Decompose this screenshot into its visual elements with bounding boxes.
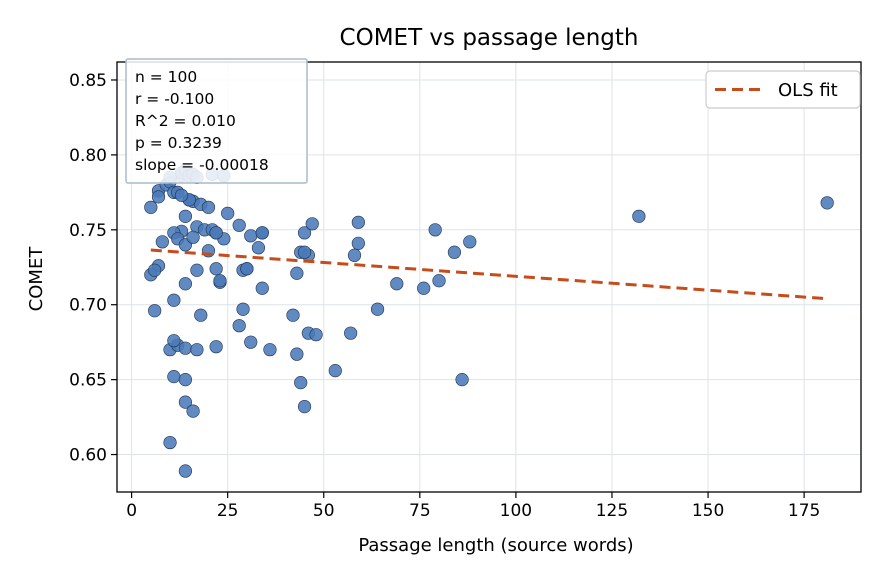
data-point <box>351 236 365 250</box>
plot-frame <box>116 61 862 493</box>
data-point <box>455 373 469 387</box>
x-tick-label: 100 <box>500 501 532 521</box>
data-point <box>221 206 235 220</box>
data-point <box>186 404 200 418</box>
data-point <box>290 266 304 280</box>
data-point <box>178 373 193 387</box>
x-tick-label: 25 <box>217 501 239 521</box>
data-point <box>428 223 442 237</box>
data-point <box>251 241 266 255</box>
grid-lines <box>117 62 861 492</box>
data-point <box>167 370 181 384</box>
data-point <box>178 277 193 291</box>
y-tick-label: 0.85 <box>69 71 107 91</box>
y-tick-label: 0.80 <box>69 146 107 166</box>
data-point <box>190 343 204 357</box>
x-axis-ticks: 0 25 50 75 100 125 150 175 <box>126 492 820 521</box>
ols-fit-line <box>150 248 828 301</box>
y-axis-ticks: 0.60 0.65 0.70 0.75 0.80 0.85 <box>69 71 117 466</box>
y-tick-label: 0.75 <box>69 221 107 241</box>
data-point <box>344 326 358 340</box>
data-point <box>286 308 300 322</box>
legend-fit-label: OLS fit <box>778 80 838 101</box>
y-axis-label: COMET <box>26 246 47 312</box>
data-point <box>178 464 193 478</box>
data-point <box>178 341 193 355</box>
data-point <box>255 226 269 240</box>
data-point <box>178 395 193 409</box>
data-point <box>174 188 189 202</box>
y-tick-label: 0.65 <box>69 371 107 391</box>
stat-n: n = 100 <box>135 68 197 86</box>
data-point <box>186 230 200 244</box>
data-point <box>244 229 258 243</box>
data-point <box>163 435 177 450</box>
x-axis-label: Passage length (source words) <box>358 535 633 556</box>
data-point <box>820 196 834 210</box>
data-point <box>213 274 227 288</box>
data-point <box>309 328 323 342</box>
data-point <box>297 245 312 259</box>
y-tick-label: 0.70 <box>69 296 107 316</box>
data-point <box>294 376 308 390</box>
stat-r2: R^2 = 0.010 <box>135 112 236 130</box>
data-point <box>328 364 342 378</box>
data-point <box>297 399 312 414</box>
stats-box: n = 100 r = -0.100 R^2 = 0.010 p = 0.323… <box>125 58 308 184</box>
data-point <box>255 281 269 295</box>
data-point <box>463 235 477 249</box>
x-tick-label: 0 <box>126 501 137 521</box>
data-point <box>148 263 162 277</box>
stat-p: p = 0.3239 <box>135 134 222 152</box>
data-point <box>244 335 258 349</box>
data-point <box>178 209 193 223</box>
data-point <box>151 190 166 204</box>
data-point <box>370 302 385 316</box>
legend: OLS fit <box>705 70 861 109</box>
data-point <box>390 277 404 291</box>
x-tick-label: 125 <box>596 501 628 521</box>
x-tick-label: 75 <box>409 501 431 521</box>
data-point <box>236 302 250 316</box>
data-point <box>148 304 162 318</box>
y-tick-label: 0.60 <box>69 446 107 466</box>
data-point <box>240 262 254 276</box>
stat-r: r = -0.100 <box>135 90 214 108</box>
stat-slope: slope = -0.00018 <box>135 156 269 174</box>
data-point <box>201 200 216 214</box>
data-point <box>209 262 223 276</box>
data-point <box>232 218 246 232</box>
data-point <box>209 226 223 240</box>
x-tick-label: 175 <box>788 501 820 521</box>
data-point <box>263 343 277 357</box>
data-point <box>347 248 362 262</box>
data-point <box>447 245 462 259</box>
data-point <box>194 308 208 322</box>
x-tick-label: 50 <box>313 501 335 521</box>
data-point <box>290 347 304 361</box>
chart-title: COMET vs passage length <box>340 25 639 51</box>
x-tick-label: 150 <box>692 501 724 521</box>
data-point <box>167 293 181 307</box>
data-point <box>190 263 204 277</box>
data-point <box>351 215 365 229</box>
data-point <box>232 319 246 333</box>
data-point <box>297 226 312 240</box>
data-point <box>144 200 158 214</box>
data-point <box>632 209 646 223</box>
data-point <box>305 217 319 231</box>
data-point <box>209 340 223 354</box>
data-point <box>417 281 431 295</box>
data-point <box>167 334 181 348</box>
data-point <box>155 235 169 249</box>
data-point <box>432 274 446 288</box>
